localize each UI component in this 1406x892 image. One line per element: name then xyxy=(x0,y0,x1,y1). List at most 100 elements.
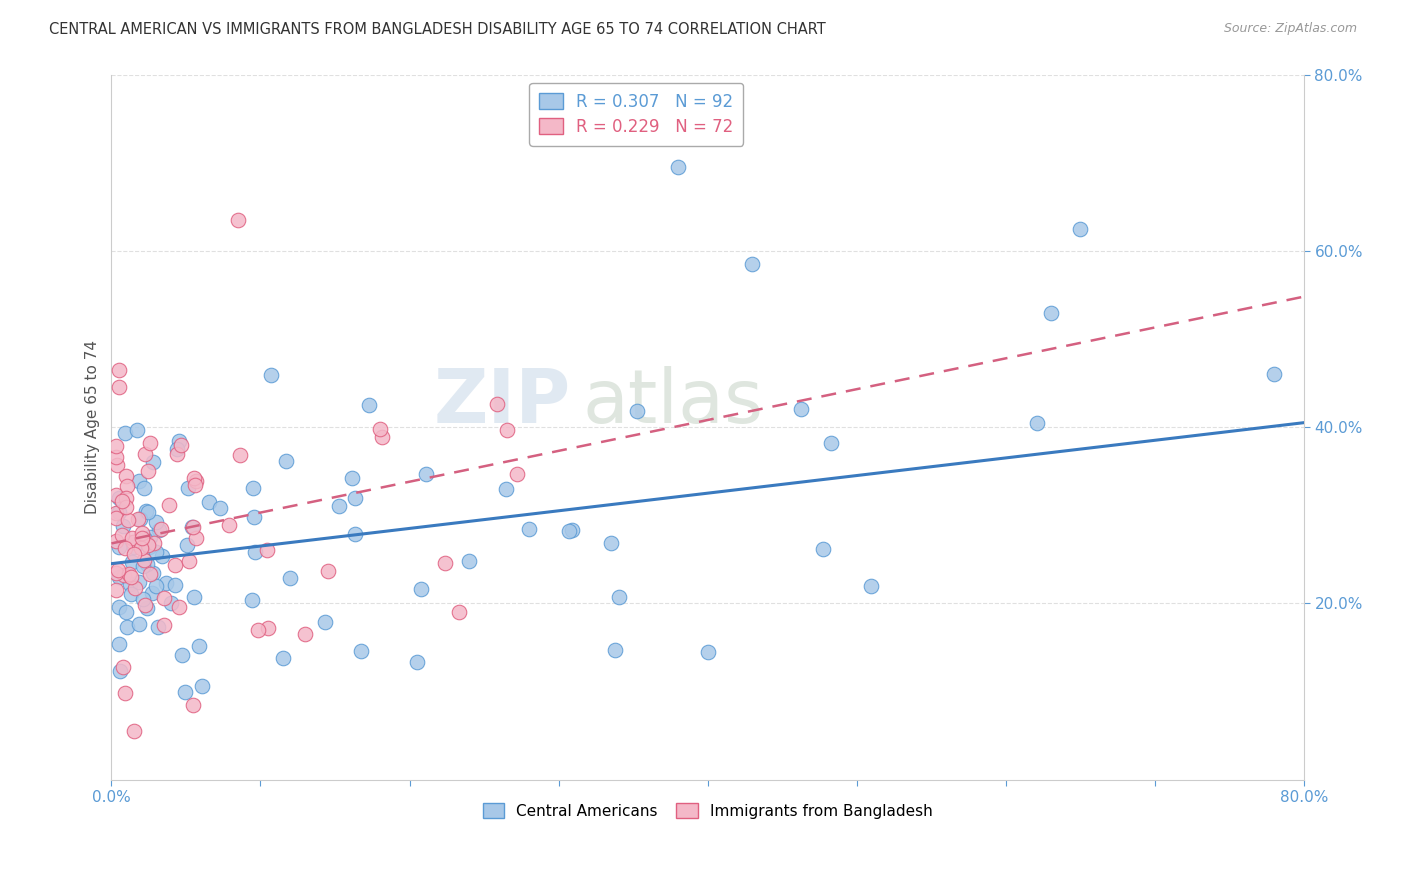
Point xyxy=(134,532,156,546)
Point xyxy=(409,582,432,596)
Point xyxy=(108,505,131,519)
Point xyxy=(167,600,190,615)
Text: atlas: atlas xyxy=(582,366,763,439)
Point xyxy=(155,575,177,590)
Point xyxy=(141,586,163,600)
Point xyxy=(157,499,180,513)
Point xyxy=(104,566,127,581)
Point xyxy=(666,160,689,174)
Point xyxy=(104,488,127,502)
Point xyxy=(129,512,152,526)
Point xyxy=(495,482,517,496)
Point xyxy=(1040,306,1063,320)
Point xyxy=(128,574,150,589)
Point xyxy=(181,520,204,534)
Point xyxy=(132,558,155,573)
Point xyxy=(152,618,174,632)
Point xyxy=(860,579,883,593)
Point xyxy=(145,515,167,529)
Point xyxy=(246,623,269,637)
Point xyxy=(177,481,200,495)
Point xyxy=(368,422,391,436)
Point xyxy=(105,458,128,472)
Point xyxy=(294,627,316,641)
Point xyxy=(257,621,280,635)
Point xyxy=(118,577,141,591)
Point xyxy=(176,538,198,552)
Point xyxy=(226,213,249,227)
Point xyxy=(1263,367,1285,381)
Point xyxy=(134,447,156,461)
Y-axis label: Disability Age 65 to 74: Disability Age 65 to 74 xyxy=(86,340,100,514)
Point xyxy=(145,578,167,592)
Point xyxy=(117,512,139,526)
Point xyxy=(128,475,150,489)
Point xyxy=(240,593,263,607)
Point xyxy=(104,439,127,453)
Point xyxy=(184,531,207,545)
Point xyxy=(142,566,165,581)
Point xyxy=(163,558,186,572)
Point xyxy=(243,545,266,559)
Point xyxy=(108,491,131,505)
Point xyxy=(165,578,187,592)
Point xyxy=(561,523,583,537)
Point xyxy=(104,533,127,548)
Point xyxy=(136,601,159,615)
Point xyxy=(458,554,481,568)
Point xyxy=(607,590,630,604)
Point xyxy=(139,436,162,450)
Point xyxy=(122,541,145,555)
Point xyxy=(112,518,135,533)
Point xyxy=(114,426,136,441)
Point xyxy=(166,447,188,461)
Point xyxy=(132,552,155,566)
Point xyxy=(167,434,190,448)
Point xyxy=(184,477,207,491)
Point xyxy=(260,368,283,383)
Point xyxy=(187,639,209,653)
Point xyxy=(146,620,169,634)
Point xyxy=(111,528,134,542)
Point xyxy=(136,505,159,519)
Point xyxy=(120,586,142,600)
Point xyxy=(112,568,135,582)
Point xyxy=(183,520,205,534)
Point xyxy=(340,471,363,485)
Point xyxy=(149,522,172,536)
Point xyxy=(183,698,205,712)
Point xyxy=(114,541,136,555)
Point xyxy=(273,651,295,665)
Point xyxy=(118,566,141,581)
Point xyxy=(274,454,297,468)
Point xyxy=(108,570,131,584)
Point xyxy=(131,531,153,545)
Point xyxy=(150,549,173,563)
Point xyxy=(229,448,252,462)
Point xyxy=(114,606,136,620)
Point xyxy=(111,494,134,508)
Point xyxy=(138,464,160,478)
Point xyxy=(218,517,240,532)
Point xyxy=(174,685,197,699)
Point xyxy=(115,500,138,515)
Point xyxy=(114,686,136,700)
Point xyxy=(166,442,188,456)
Point xyxy=(115,619,138,633)
Point xyxy=(108,636,131,650)
Point xyxy=(357,398,380,412)
Point xyxy=(343,491,366,505)
Point xyxy=(129,541,152,556)
Point xyxy=(811,542,834,557)
Point xyxy=(104,450,127,465)
Point xyxy=(122,724,145,739)
Point xyxy=(506,467,529,482)
Point xyxy=(122,547,145,561)
Point xyxy=(350,644,373,658)
Point xyxy=(197,495,219,509)
Point xyxy=(256,543,278,558)
Point xyxy=(558,524,581,538)
Point xyxy=(316,565,339,579)
Point xyxy=(136,557,159,571)
Point xyxy=(108,664,131,678)
